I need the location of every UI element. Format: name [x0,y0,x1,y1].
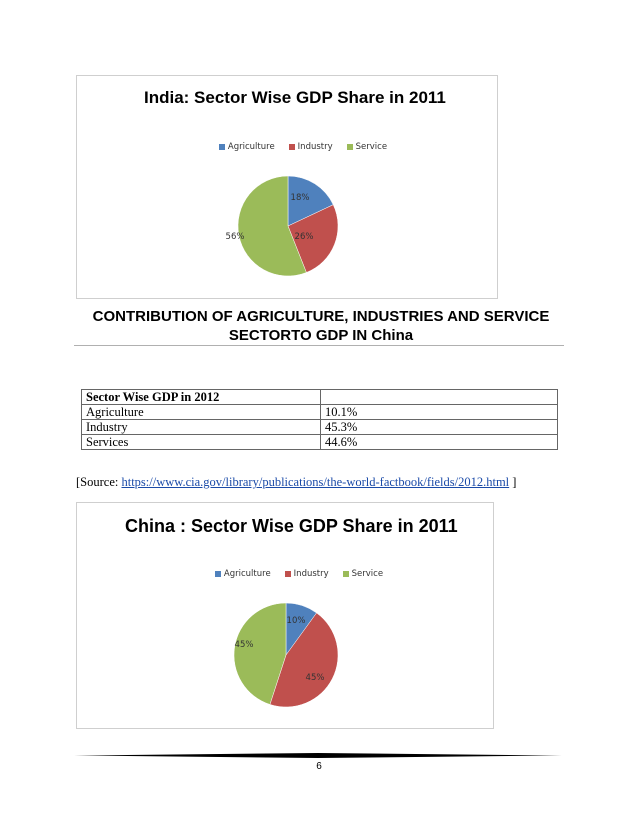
legend-label-agriculture: Agriculture [223,569,271,579]
pie-slice-agriculture [287,175,334,227]
legend-swatch-industry [288,144,295,150]
pie-label-industry: 45% [306,673,325,683]
legend-label-service: Service [351,569,384,579]
pie-label-industry: 26% [295,232,314,242]
heading-divider [74,345,564,346]
table-row: Industry 45.3% [81,419,558,435]
pie-slice-industry [269,612,339,708]
legend-item-agriculture: Agriculture [214,569,271,579]
legend-item-industry: Industry [288,142,333,152]
section-heading-line1: CONTRIBUTION OF AGRICULTURE, INDUSTRIES … [92,308,550,325]
legend-item-industry: Industry [284,569,329,579]
legend-item-service: Service [342,569,384,579]
source-prefix: [Source: [76,475,122,489]
legend-swatch-agriculture [214,571,221,577]
section-heading-line2: SECTORTO GDP IN China [228,327,414,344]
pie-label-agriculture: 18% [291,193,310,203]
pie-label-agriculture: 10% [287,616,306,626]
table-cell-sector: Services [81,434,321,450]
india-chart-title: India: Sector Wise GDP Share in 2011 [144,88,446,107]
pie-slice-service [237,175,307,277]
legend-item-service: Service [346,142,388,152]
table-row: Agriculture 10.1% [81,404,558,420]
table-cell-sector: Industry [81,419,321,435]
india-chart-legend: Agriculture Industry Service [109,142,497,152]
india-pie-svg: 18% 26% 56% [226,175,339,277]
legend-swatch-service [346,144,353,150]
source-suffix: ] [509,475,517,489]
china-chart-title: China : Sector Wise GDP Share in 2011 [125,516,458,536]
china-pie-svg: 10% 45% 45% [233,602,339,708]
table-cell-sector: Agriculture [81,404,321,420]
source-link[interactable]: https://www.cia.gov/library/publications… [121,475,510,489]
legend-label-service: Service [355,142,388,152]
legend-swatch-industry [284,571,291,577]
page-number: 6 [316,761,322,772]
sector-gdp-table: Sector Wise GDP in 2012 Agriculture 10.1… [81,389,558,450]
legend-swatch-agriculture [218,144,225,150]
pie-label-service: 45% [235,640,254,650]
table-header-empty-cell [320,389,558,405]
source-citation: [Source: https://www.cia.gov/library/pub… [76,475,516,490]
table-cell-value: 45.3% [320,419,558,435]
china-gdp-chart: China : Sector Wise GDP Share in 2011 Ag… [76,502,494,729]
legend-swatch-service [342,571,349,577]
pie-label-service: 56% [226,232,245,242]
legend-item-agriculture: Agriculture [218,142,275,152]
table-header-cell: Sector Wise GDP in 2012 [81,389,321,405]
china-chart-legend: Agriculture Industry Service [105,569,493,579]
table-cell-value: 10.1% [320,404,558,420]
legend-label-agriculture: Agriculture [227,142,275,152]
pie-slice-industry [287,204,339,273]
table-row: Services 44.6% [81,434,558,450]
pie-slice-service [233,602,287,705]
footer-divider [74,753,562,758]
india-gdp-chart: India: Sector Wise GDP Share in 2011 Agr… [76,75,498,299]
legend-label-industry: Industry [293,569,329,579]
section-heading: CONTRIBUTION OF AGRICULTURE, INDUSTRIES … [76,307,566,345]
table-cell-value: 44.6% [320,434,558,450]
legend-label-industry: Industry [297,142,333,152]
table-header-row: Sector Wise GDP in 2012 [81,389,558,405]
